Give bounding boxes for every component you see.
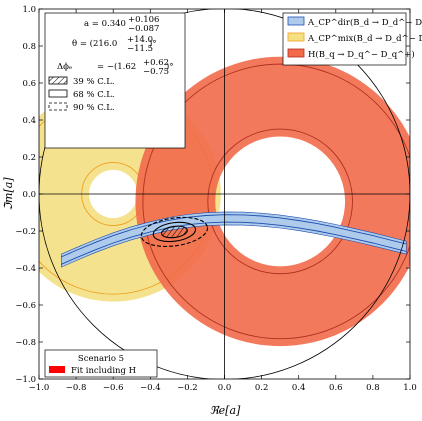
x-tick-label-2: −0.6: [103, 383, 124, 393]
series-swatch-0: [287, 16, 305, 26]
series-label-1: A_CP^mix(B_d → D_d^− D_d^+): [307, 33, 422, 44]
x-tick-label-7: 0.4: [292, 383, 306, 393]
scenario-entry-label: Fit including H: [71, 366, 136, 376]
result-theta-text: θ = (216.0: [72, 38, 117, 49]
y-tick-label-5: 0.0: [22, 190, 36, 200]
band-inner-line-0-0: [61, 214, 407, 258]
x-tick-label-0: −1.0: [29, 383, 50, 393]
y-tick-label-8: 0.6: [22, 79, 36, 89]
cl-swatch-1: [48, 89, 68, 98]
cl-label-1: 68 % C.L.: [73, 90, 115, 100]
result-dphi-text: Δϕₑ: [57, 62, 72, 72]
y-tick-label-4: −0.2: [15, 227, 36, 237]
y-tick-label-6: 0.2: [22, 153, 36, 163]
y-tick-label-9: 0.8: [22, 42, 36, 52]
annulus-inner-ring-1-1: [142, 63, 410, 340]
x-tick-label-1: −0.8: [66, 383, 87, 393]
cl-swatch-2: [48, 102, 68, 111]
y-tick-label-10: 1.0: [22, 5, 36, 15]
series-swatch-1: [287, 32, 305, 42]
fit-contour-2: [160, 225, 188, 239]
series-label-2: H(B_q → D_q^− D_q^+): [308, 49, 415, 60]
scenario-title: Scenario 5: [78, 354, 124, 364]
x-axis-title: ℜe[a]: [210, 404, 241, 417]
fit-contour-0: [140, 216, 209, 247]
results-legend-box: [44, 12, 186, 149]
result-dphi-up: +0.62: [143, 58, 169, 68]
result-theta-up: +14.0: [127, 35, 153, 45]
cl-label-0: 39 % C.L.: [73, 77, 115, 87]
band-inner-line-0-1: [61, 221, 407, 265]
x-tick-label-6: 0.2: [255, 383, 269, 393]
result-dphi-down: −0.75: [143, 67, 169, 77]
annulus-inner-ring-1-0: [207, 128, 353, 275]
annulus-region-1: [135, 56, 410, 347]
y-tick-label-2: −0.6: [15, 301, 36, 311]
y-tick-label-7: 0.4: [22, 116, 36, 126]
result-theta-unit: )°: [149, 38, 157, 49]
fit-contour-1: [152, 221, 197, 243]
x-tick-label-9: 0.8: [366, 383, 380, 393]
x-tick-label-8: 0.6: [329, 383, 343, 393]
result-dphi-unit: )°: [166, 61, 174, 72]
result-a-down: −0.087: [128, 24, 159, 34]
result-theta-down: −11.5: [127, 44, 153, 54]
cl-swatch-0: [48, 76, 68, 85]
y-tick-label-1: −0.8: [15, 338, 36, 348]
result-dphi-value: = −(1.62: [97, 61, 136, 72]
series-swatch-2: [287, 48, 305, 58]
x-tick-label-3: −0.4: [140, 383, 161, 393]
x-tick-label-4: −0.2: [177, 383, 198, 393]
x-tick-label-10: 1.0: [403, 383, 417, 393]
y-axis-title: ℑm[a]: [2, 177, 15, 211]
y-tick-label-3: −0.4: [15, 264, 36, 274]
x-tick-label-5: 0.0: [218, 383, 232, 393]
y-tick-label-0: −1.0: [15, 375, 36, 385]
scenario-swatch: [49, 366, 65, 373]
result-a-up: +0.106: [128, 15, 159, 25]
cl-label-2: 90 % C.L.: [73, 103, 115, 113]
result-a-text: a = 0.340: [84, 19, 126, 29]
series-label-0: A_CP^dir(B_d → D_d^− D_d^+): [307, 17, 422, 28]
